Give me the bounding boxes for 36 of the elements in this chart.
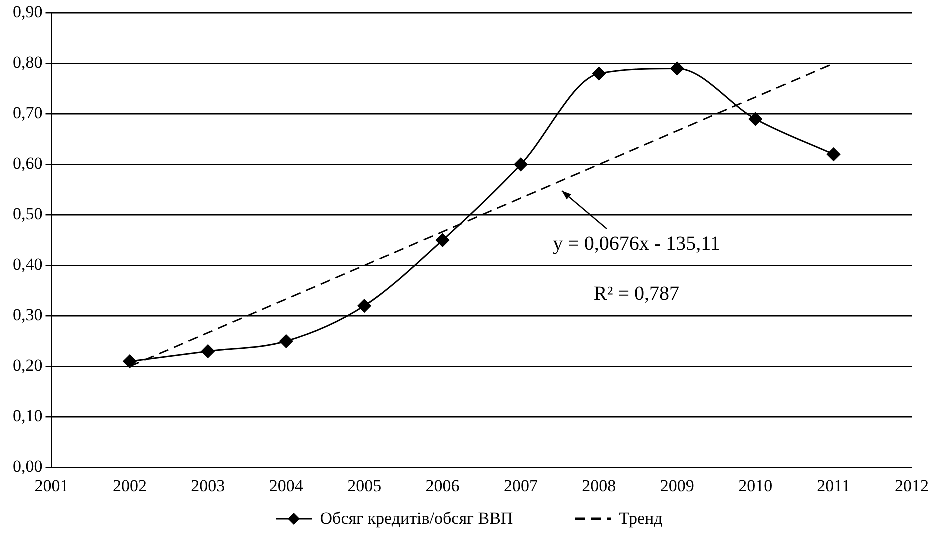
point (514, 158, 528, 172)
x-tick-label: 2005 (348, 476, 382, 496)
point (358, 299, 372, 313)
x-tick-label: 2012 (895, 476, 929, 496)
legend-label: Обсяг кредитів/обсяг ВВП (320, 509, 514, 529)
x-tick-label: 2003 (191, 476, 226, 496)
y-tick-label: 0,20 (13, 356, 43, 376)
y-tick-label: 0,60 (13, 154, 43, 174)
annotation: y = 0,0676x - 135,11 (553, 233, 720, 256)
y-tick-label: 0,90 (13, 2, 43, 22)
x-tick-label: 2007 (504, 476, 538, 496)
point (827, 148, 841, 162)
y-tick-label: 0,50 (13, 204, 43, 224)
x-tick-label: 2006 (426, 476, 460, 496)
y-tick-label: 0,00 (13, 457, 43, 476)
point (280, 334, 294, 348)
legend-label: Тренд (619, 509, 663, 529)
x-tick-label: 2002 (112, 476, 147, 496)
x-tick-label: 2001 (34, 476, 69, 496)
annotation: R² = 0,787 (594, 283, 680, 306)
y-tick-label: 0,10 (13, 406, 43, 426)
y-tick-label: 0,70 (13, 104, 43, 123)
point (592, 67, 606, 81)
x-tick-label: 2008 (582, 476, 616, 496)
point (436, 234, 450, 248)
point (123, 354, 137, 368)
y-tick-label: 0,30 (13, 306, 43, 325)
x-tick-label: 2004 (269, 476, 304, 496)
x-tick-label: 2010 (738, 476, 773, 496)
x-tick-label: 2011 (817, 476, 850, 496)
point (201, 344, 215, 358)
y-tick-label: 0,80 (13, 53, 43, 72)
point (670, 62, 684, 76)
y-tick-label: 0,40 (13, 255, 43, 274)
point (748, 112, 762, 126)
x-tick-label: 2009 (660, 476, 694, 496)
